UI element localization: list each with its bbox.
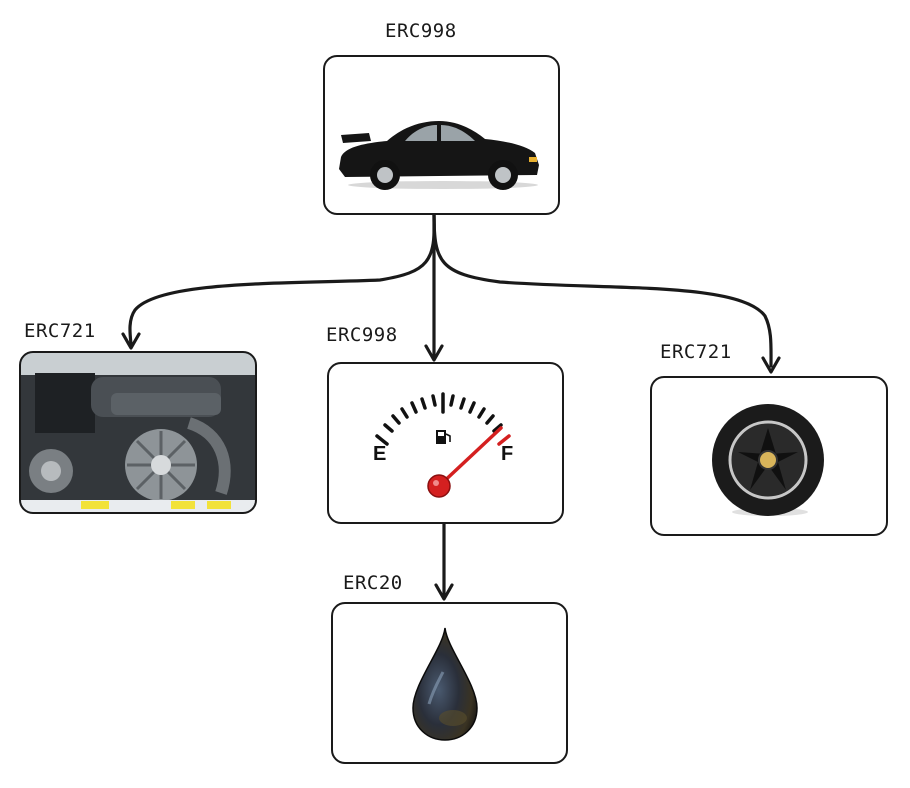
root-node [323, 55, 560, 215]
arrowhead-engine [121, 332, 141, 350]
fuel-pump-icon [436, 430, 451, 444]
gauge-full-letter: F [501, 443, 513, 465]
oil-node [331, 602, 568, 764]
arrowhead-wheel [761, 356, 781, 374]
fuel-label: ERC998 [326, 324, 398, 346]
fuel-gauge-icon: E F [373, 392, 513, 498]
edge-root-wheel [432, 212, 773, 368]
fuel-node: E F [327, 362, 564, 524]
gauge-empty-letter: E [373, 443, 386, 465]
wheel-node [650, 376, 888, 536]
gauge-needle [437, 426, 503, 488]
oil-label: ERC20 [343, 572, 403, 594]
engine-label: ERC721 [24, 320, 96, 342]
oil-drop-icon [412, 627, 478, 741]
black-sports-car-icon [339, 121, 539, 190]
arrowhead-fuel [424, 344, 444, 362]
wheel-icon [712, 404, 824, 516]
gauge-pivot [427, 474, 451, 498]
gauge-ticks [375, 392, 503, 446]
edge-root-engine [128, 212, 436, 346]
engine-node [19, 351, 257, 514]
car-engine-icon [21, 353, 255, 512]
root-label: ERC998 [385, 20, 457, 42]
arrowhead-oil [434, 583, 454, 601]
wheel-label: ERC721 [660, 341, 732, 363]
